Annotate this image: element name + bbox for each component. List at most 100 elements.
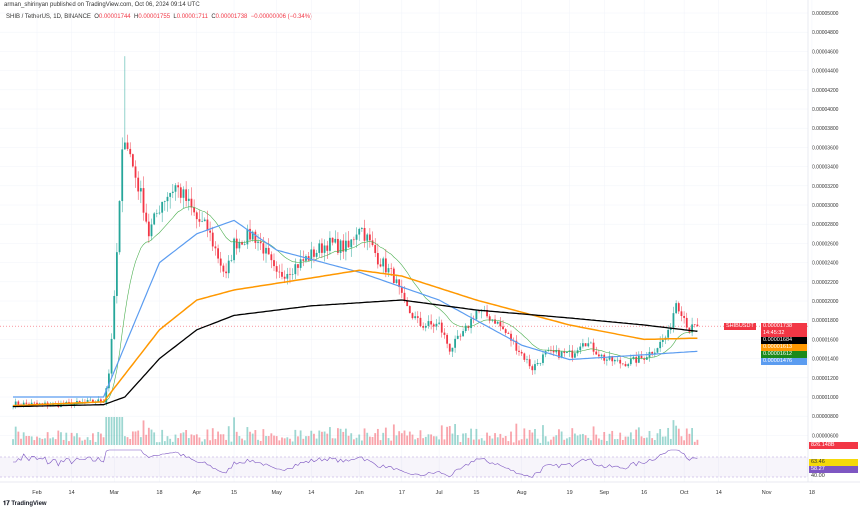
volume-bar bbox=[424, 436, 427, 445]
candle-body bbox=[667, 329, 670, 338]
volume-bar bbox=[230, 441, 233, 445]
ma-orange-tag: 0.00001613 bbox=[761, 344, 807, 351]
candle-body bbox=[25, 402, 28, 404]
candle-body bbox=[499, 321, 502, 327]
volume-bar bbox=[443, 439, 446, 445]
volume-bar bbox=[475, 428, 478, 445]
volume-bar bbox=[563, 439, 566, 445]
candle-body bbox=[219, 258, 222, 266]
volume-bar bbox=[590, 440, 592, 445]
volume-bar bbox=[163, 441, 166, 445]
candle-body bbox=[342, 240, 345, 252]
candle-body bbox=[611, 356, 614, 362]
y-tick-label: 0.00003600 bbox=[812, 145, 839, 151]
volume-bar bbox=[507, 441, 510, 445]
candle-body bbox=[150, 224, 153, 237]
volume-bar bbox=[100, 433, 102, 445]
candle-body bbox=[528, 359, 531, 367]
candle-body bbox=[550, 350, 552, 351]
volume-bar bbox=[28, 435, 30, 445]
candle-body bbox=[142, 188, 145, 213]
volume-bar bbox=[12, 439, 14, 445]
volume-bar bbox=[134, 431, 137, 445]
candle-body bbox=[190, 198, 193, 208]
y-tick-label: 0.00003400 bbox=[812, 165, 839, 171]
candle-body bbox=[249, 228, 251, 240]
close-label: C bbox=[211, 14, 216, 20]
candle-body bbox=[486, 309, 488, 317]
candle-body bbox=[488, 316, 491, 321]
volume-bar bbox=[49, 438, 52, 445]
candle-body bbox=[193, 207, 196, 213]
candle-body bbox=[616, 359, 619, 361]
x-tick-label: May bbox=[271, 490, 282, 496]
y-tick-label: 0.00004600 bbox=[812, 49, 839, 55]
volume-bar bbox=[494, 433, 496, 445]
candle-body bbox=[38, 403, 41, 404]
candle-body bbox=[478, 310, 480, 312]
volume-bar bbox=[422, 438, 425, 445]
candle-body bbox=[382, 258, 385, 267]
y-tick-label: 0.00003800 bbox=[812, 126, 839, 132]
open-value: 0.00001744 bbox=[98, 14, 131, 20]
candle-body bbox=[17, 401, 20, 405]
candle-body bbox=[350, 239, 353, 248]
volume-bar bbox=[57, 430, 60, 445]
candle-body bbox=[685, 317, 688, 328]
volume-bar bbox=[552, 436, 555, 445]
volume-bar bbox=[305, 436, 307, 445]
candle-body bbox=[161, 201, 164, 213]
volume-bar bbox=[579, 434, 582, 445]
volume-bar bbox=[400, 433, 403, 445]
brand-text: TradingView bbox=[11, 501, 47, 507]
candle-body bbox=[366, 234, 369, 241]
candle-body bbox=[640, 355, 643, 359]
candle-body bbox=[661, 339, 664, 342]
candle-body bbox=[134, 166, 137, 178]
volume-bar bbox=[661, 436, 664, 445]
candle-body bbox=[558, 349, 560, 358]
volume-bar bbox=[60, 432, 62, 445]
volume-bar bbox=[542, 425, 544, 445]
volume-bar bbox=[547, 441, 550, 445]
candle-body bbox=[217, 248, 219, 259]
x-tick-label: 16 bbox=[641, 490, 647, 496]
candle-body bbox=[187, 198, 190, 201]
volume-bar bbox=[155, 442, 158, 445]
y-tick-label: 0.00001000 bbox=[812, 395, 839, 401]
volume-bar bbox=[110, 417, 113, 445]
candle-body bbox=[531, 366, 534, 371]
candle-body bbox=[629, 358, 632, 365]
volume-bar bbox=[408, 431, 411, 445]
volume-bar bbox=[291, 441, 294, 445]
volume-bar bbox=[491, 438, 494, 445]
candle-body bbox=[419, 317, 422, 327]
volume-bar bbox=[384, 427, 387, 445]
candle-body bbox=[155, 213, 158, 214]
volume-bar bbox=[281, 437, 283, 445]
volume-bar bbox=[214, 439, 217, 445]
candle-body bbox=[526, 359, 528, 360]
volume-bar bbox=[321, 431, 323, 445]
symbol-label[interactable]: SHIB / TetherUS, 1D, BINANCE bbox=[6, 14, 91, 20]
candle-body bbox=[605, 359, 608, 361]
volume-bar bbox=[629, 432, 632, 445]
candle-body bbox=[302, 259, 305, 261]
candle-body bbox=[579, 346, 582, 351]
candle-body bbox=[211, 232, 214, 247]
volume-bar bbox=[123, 436, 126, 445]
candle-body bbox=[520, 351, 523, 354]
volume-bar bbox=[41, 438, 44, 445]
candle-body bbox=[323, 245, 326, 253]
candle-body bbox=[443, 332, 446, 335]
volume-bar bbox=[621, 439, 624, 445]
volume-bar bbox=[611, 430, 614, 445]
volume-bar bbox=[219, 434, 222, 445]
candle-body bbox=[507, 332, 510, 334]
candle-body bbox=[203, 219, 206, 222]
candle-body bbox=[384, 258, 387, 273]
volume-bar bbox=[206, 429, 209, 445]
candle-body bbox=[100, 399, 102, 403]
volume-bar bbox=[337, 428, 339, 445]
